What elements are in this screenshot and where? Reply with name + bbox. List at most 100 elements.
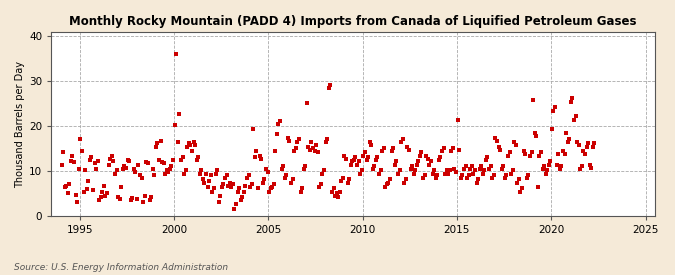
Point — [92, 159, 103, 164]
Point — [500, 176, 510, 180]
Point — [456, 176, 466, 180]
Point — [536, 150, 547, 155]
Point — [570, 114, 581, 119]
Point — [325, 83, 335, 87]
Point — [533, 185, 543, 189]
Point — [375, 168, 386, 173]
Point — [105, 156, 115, 161]
Point — [215, 194, 225, 198]
Point — [126, 198, 136, 203]
Point — [267, 185, 277, 189]
Point — [550, 105, 561, 110]
Point — [138, 200, 148, 204]
Point — [236, 198, 246, 203]
Point — [300, 164, 310, 168]
Point — [468, 171, 479, 176]
Point — [97, 189, 108, 194]
Point — [202, 185, 213, 189]
Point — [198, 177, 209, 182]
Point — [352, 162, 362, 167]
Point — [397, 137, 408, 141]
Point — [350, 155, 361, 159]
Point — [548, 108, 559, 113]
Point — [484, 167, 495, 171]
Point — [213, 200, 224, 204]
Point — [419, 173, 430, 177]
Point — [86, 155, 97, 160]
Point — [475, 167, 485, 171]
Point — [309, 149, 320, 153]
Point — [78, 189, 89, 194]
Point — [237, 195, 248, 200]
Point — [146, 195, 157, 200]
Point — [457, 173, 468, 177]
Point — [221, 173, 232, 177]
Point — [317, 171, 328, 176]
Point — [387, 146, 398, 150]
Point — [328, 186, 339, 191]
Point — [290, 146, 301, 150]
Point — [100, 194, 111, 198]
Point — [564, 137, 574, 141]
Point — [344, 177, 354, 182]
Point — [399, 180, 410, 185]
Point — [463, 173, 474, 177]
Point — [383, 180, 394, 185]
Point — [394, 168, 405, 173]
Point — [377, 149, 387, 153]
Point — [72, 200, 82, 204]
Point — [248, 126, 259, 131]
Point — [102, 191, 113, 195]
Point — [411, 162, 422, 167]
Point — [218, 182, 229, 186]
Point — [200, 171, 211, 176]
Point — [64, 182, 75, 186]
Point — [512, 180, 523, 185]
Point — [209, 186, 219, 191]
Point — [327, 189, 338, 194]
Point — [161, 168, 172, 173]
Point — [122, 158, 133, 162]
Point — [553, 152, 564, 156]
Point — [250, 155, 261, 159]
Point — [226, 185, 237, 189]
Point — [386, 149, 397, 153]
Point — [541, 171, 551, 176]
Point — [292, 140, 302, 144]
Point — [433, 158, 444, 162]
Point — [392, 171, 403, 176]
Point — [503, 153, 514, 158]
Point — [460, 164, 471, 168]
Point — [140, 194, 151, 198]
Point — [429, 168, 439, 173]
Point — [358, 153, 369, 158]
Point — [498, 164, 509, 168]
Point — [396, 140, 406, 144]
Point — [559, 152, 570, 156]
Point — [367, 167, 378, 171]
Point — [185, 143, 196, 147]
Point — [287, 177, 298, 182]
Point — [231, 201, 242, 206]
Point — [526, 150, 537, 155]
Point — [556, 164, 567, 168]
Point — [578, 149, 589, 153]
Point — [339, 153, 350, 158]
Point — [589, 141, 600, 145]
Point — [178, 155, 188, 159]
Point — [400, 177, 411, 182]
Point — [194, 171, 205, 176]
Point — [585, 162, 595, 167]
Point — [296, 186, 307, 191]
Point — [224, 180, 235, 185]
Point — [493, 144, 504, 149]
Point — [404, 147, 414, 152]
Point — [587, 144, 598, 149]
Point — [166, 164, 177, 168]
Point — [547, 126, 558, 131]
Point — [142, 161, 153, 165]
Point — [62, 191, 73, 195]
Point — [81, 187, 92, 191]
Point — [298, 167, 309, 171]
Point — [319, 168, 329, 173]
